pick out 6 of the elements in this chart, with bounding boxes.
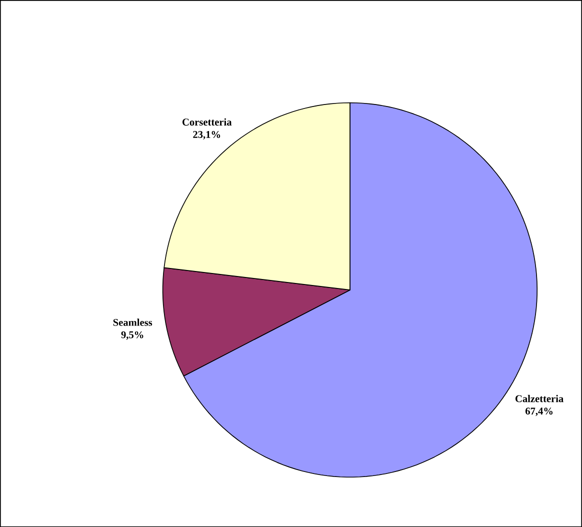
data-label: 67,4% [526,408,553,416]
slice-label: Corsetteria [182,118,232,126]
slice-label: Seamless [113,318,152,326]
slice-label: Calzetteria [516,394,564,402]
data-label: 23,1% [193,130,220,140]
data-label: 9,5% [121,331,144,340]
